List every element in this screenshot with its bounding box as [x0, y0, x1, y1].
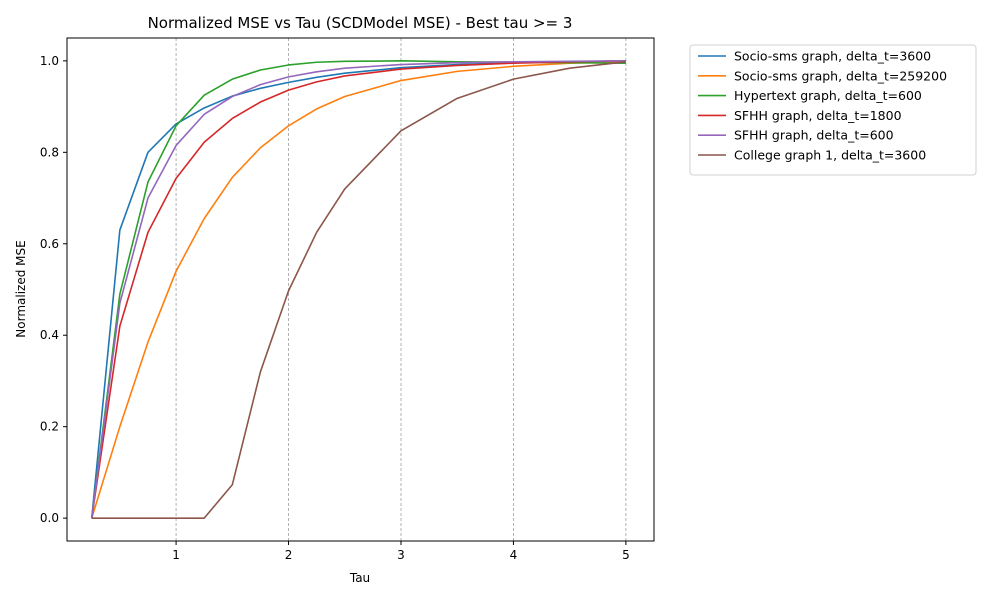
- plot-frame: [66, 37, 655, 542]
- legend-label-1: Socio-sms graph, delta_t=3600: [734, 49, 931, 64]
- x-tick-label: 3: [397, 548, 405, 562]
- legend-label-3: Hypertext graph, delta_t=600: [734, 88, 922, 103]
- legend-label-5: SFHH graph, delta_t=600: [734, 128, 894, 143]
- series-line-6: [91, 60, 626, 519]
- x-axis: 1 2 3 4 5: [172, 541, 630, 562]
- legend-label-2: Socio-sms graph, delta_t=259200: [734, 68, 947, 83]
- series-line-5: [90, 60, 626, 519]
- x-tick-label: 1: [172, 548, 180, 562]
- legend-label-4: SFHH graph, delta_t=1800: [734, 108, 902, 123]
- series-line-4: [90, 60, 626, 519]
- series-line-2: [90, 60, 626, 519]
- legend-box: [689, 44, 977, 176]
- y-tick-label: 0.8: [40, 145, 59, 159]
- chart-title: Normalized MSE vs Tau (SCDModel MSE) - B…: [148, 14, 573, 32]
- plot-area: [90, 38, 627, 541]
- legend: Socio-sms graph, delta_t=3600 Socio-sms g…: [689, 44, 977, 176]
- y-axis-label: Normalized MSE: [14, 240, 28, 337]
- y-tick-label: 0.6: [40, 237, 59, 251]
- x-tick-label: 5: [622, 548, 630, 562]
- y-tick-label: 1.0: [40, 54, 59, 68]
- y-tick-label: 0.0: [40, 511, 59, 525]
- x-axis-label: Tau: [349, 571, 370, 585]
- series-line-1: [90, 60, 626, 519]
- series-line-3: [90, 60, 626, 519]
- legend-label-6: College graph 1, delta_t=3600: [734, 148, 926, 163]
- y-tick-label: 0.4: [40, 328, 59, 342]
- y-axis: 0.0 0.2 0.4 0.6 0.8 1.0: [40, 54, 67, 525]
- y-tick-label: 0.2: [40, 420, 59, 434]
- x-tick-label: 4: [510, 548, 518, 562]
- x-tick-label: 2: [285, 548, 293, 562]
